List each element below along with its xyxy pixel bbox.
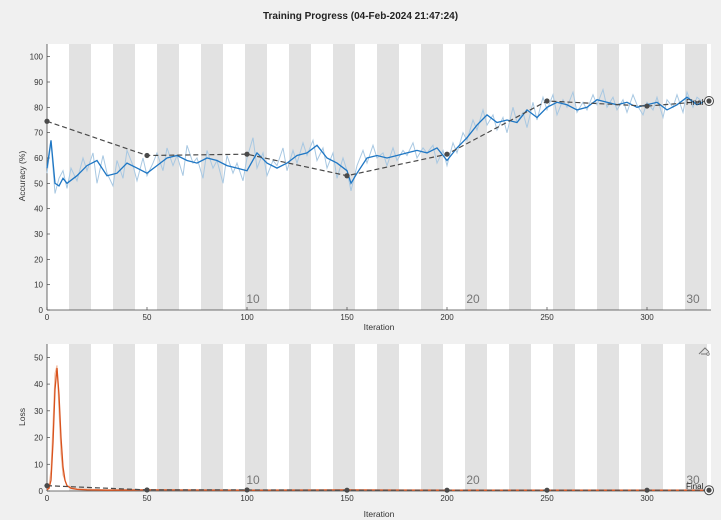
accuracy-epoch-band [113, 44, 135, 310]
accuracy-epoch-label: 20 [466, 292, 480, 306]
accuracy-validation-point [344, 173, 350, 179]
accuracy-epoch-band [333, 44, 355, 310]
accuracy-epoch-band [641, 44, 663, 310]
chart-title: Training Progress (04-Feb-2024 21:47:24) [262, 11, 459, 22]
accuracy-y-tick-label: 20 [34, 255, 43, 264]
accuracy-y-tick-label: 80 [34, 103, 43, 112]
accuracy-y-tick-label: 100 [30, 53, 44, 62]
accuracy-y-tick-label: 50 [34, 179, 43, 188]
accuracy-x-tick-label: 0 [45, 313, 50, 322]
accuracy-epoch-band [245, 44, 267, 310]
accuracy-epoch-band [509, 44, 531, 310]
accuracy-y-tick-label: 0 [39, 306, 44, 315]
accuracy-final-marker [706, 98, 712, 104]
accuracy-epoch-band [597, 44, 619, 310]
accuracy-validation-line [46, 100, 710, 177]
accuracy-smoothed-line [46, 96, 704, 187]
accuracy-validation-point [144, 152, 150, 159]
accuracy-epoch-band [201, 44, 223, 310]
accuracy-x-axis-label: Iteration [364, 322, 395, 332]
accuracy-y-tick-label: 10 [34, 281, 43, 290]
accuracy-x-tick-label: 100 [240, 313, 254, 322]
accuracy-epoch-band [553, 44, 575, 310]
accuracy-y-tick-label: 30 [34, 230, 43, 239]
accuracy-validation-point [644, 103, 650, 109]
accuracy-epoch-band [465, 44, 487, 310]
accuracy-epoch-band [685, 44, 707, 310]
export-icon[interactable] [698, 347, 710, 356]
accuracy-validation-point [544, 98, 550, 104]
accuracy-y-tick-label: 40 [34, 205, 43, 214]
accuracy-epoch-band [157, 44, 179, 310]
accuracy-validation-point [44, 118, 50, 124]
accuracy-y-tick-label: 60 [34, 154, 43, 163]
accuracy-epoch-band [69, 44, 91, 310]
accuracy-y-axis-label: Accuracy (%) [17, 151, 27, 202]
accuracy-x-tick-label: 250 [540, 313, 554, 322]
accuracy-epoch-label: 10 [246, 292, 260, 306]
accuracy-x-tick-label: 50 [143, 313, 152, 322]
accuracy-epoch-band [421, 44, 443, 310]
accuracy-epoch-label: 30 [686, 292, 700, 306]
accuracy-raw-line [46, 87, 704, 194]
accuracy-y-tick-label: 70 [34, 129, 43, 138]
accuracy-y-tick-label: 90 [34, 78, 43, 87]
accuracy-x-tick-label: 200 [440, 313, 454, 322]
accuracy-final-label: Final [686, 98, 704, 107]
accuracy-epoch-band [289, 44, 311, 310]
accuracy-validation-point [244, 151, 250, 157]
accuracy-x-tick-label: 300 [640, 313, 654, 322]
accuracy-epoch-band [377, 44, 399, 310]
accuracy-validation-point [444, 151, 450, 157]
accuracy-x-tick-label: 150 [340, 313, 354, 322]
